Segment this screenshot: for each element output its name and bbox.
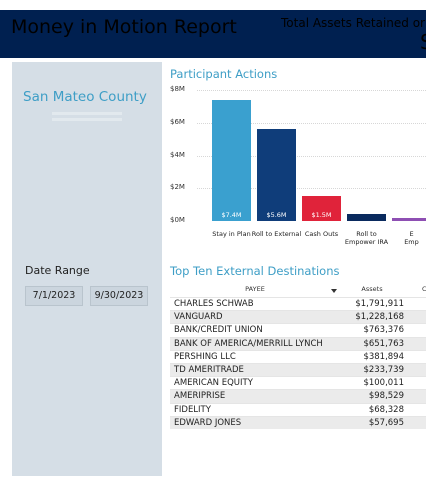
bar[interactable] [347,214,386,221]
total-assets-value: S [420,30,426,54]
bar[interactable]: $7.4M [212,99,251,221]
filter-panel: San Mateo County Date Range 7/1/2023 9/3… [12,62,162,476]
table-row[interactable]: VANGUARD $1,228,168 [170,310,426,324]
x-category-label: Roll to External [249,230,304,238]
x-category-label-line: Roll to [356,230,377,238]
gridline [197,122,426,124]
gridline [197,155,426,157]
bar-value-label: $1.5M [311,211,332,219]
report-header: Money in Motion Report Total Assets Reta… [0,10,426,58]
bar[interactable]: $1.5M [302,196,341,221]
y-tick-label: $2M [170,183,185,192]
participant-actions-title: Participant Actions [170,67,278,81]
county-subtitle-placeholder [52,109,122,121]
assets-cell: $100,011 [363,378,404,389]
assets-cell: $57,695 [368,417,404,428]
x-category-label-line: Emp [404,238,419,246]
bar-value-label: $7.4M [221,210,242,219]
payee-column-header[interactable]: PAYEE [245,285,265,293]
x-category-label-line: Stay in Plan [212,230,251,238]
assets-cell: $381,894 [363,351,404,362]
table-row[interactable]: EDWARD JONES $57,695 [170,415,426,429]
table-row[interactable]: AMERICAN EQUITY $100,011 [170,376,426,389]
x-category-label: Roll to Empower IRA [339,230,394,246]
payee-cell: PERSHING LLC [174,351,236,362]
table-row[interactable]: TD AMERITRADE $233,739 [170,362,426,377]
table-row[interactable]: FIDELITY $68,328 [170,402,426,416]
bar[interactable] [392,217,426,221]
report-title: Money in Motion Report [11,16,237,38]
assets-cell: $98,529 [368,391,404,402]
y-tick-label: $6M [170,117,185,126]
payee-cell: BANK/CREDIT UNION [174,325,263,336]
participant-actions-chart: $0M $2M $4M $6M $8M $7.4M Stay in Plan $5.6M Rol… [165,82,426,250]
x-category-label-line: Cash Outs [304,230,339,238]
destinations-title: Top Ten External Destinations [170,264,340,278]
table-row[interactable]: PERSHING LLC $381,894 [170,349,426,363]
payee-cell: CHARLES SCHWAB [174,299,254,309]
payee-cell: AMERIPRISE [174,391,226,402]
table-header: PAYEE Assets C [170,283,426,297]
total-assets-label: Total Assets Retained or A [281,16,426,30]
x-category-label-line: Roll to External [251,230,302,238]
y-tick-label: $8M [170,85,185,93]
gridline [197,90,426,91]
x-category-label-line: E [409,230,414,238]
assets-cell: $233,739 [363,364,404,375]
assets-column-header[interactable]: Assets [361,285,383,293]
table-row[interactable]: BANK/CREDIT UNION $763,376 [170,323,426,336]
end-date-input[interactable]: 9/30/2023 [90,286,148,306]
assets-cell: $68,328 [368,404,404,415]
payee-cell: EDWARD JONES [174,417,242,428]
sort-descending-icon[interactable] [331,289,337,293]
payee-cell: TD AMERITRADE [174,364,244,375]
third-column-header[interactable]: C [422,285,426,293]
x-category-label: Cash Outs [294,230,349,238]
date-range-label: Date Range [25,264,90,277]
y-tick-label: $0M [170,216,185,224]
assets-cell: $1,228,168 [355,312,404,323]
start-date-input[interactable]: 7/1/2023 [25,286,83,306]
payee-cell: AMERICAN EQUITY [174,378,253,389]
assets-cell: $763,376 [363,325,404,336]
gridline [197,188,426,190]
bar-value-label: $5.6M [266,210,287,219]
y-tick-label: $4M [170,150,185,159]
assets-cell: $651,763 [363,338,404,349]
table-row[interactable]: AMERIPRISE $98,529 [170,389,426,403]
table-row[interactable]: CHARLES SCHWAB $1,791,911 [170,297,426,310]
bar[interactable]: $5.6M [257,129,296,221]
payee-cell: FIDELITY [174,404,211,415]
x-category-label: E Emp [384,230,426,246]
payee-cell: BANK OF AMERICA/MERRILL LYNCH [174,338,323,349]
county-name: San Mateo County [23,89,147,105]
x-category-label-line: Empower IRA [344,238,389,246]
payee-cell: VANGUARD [174,312,223,323]
assets-cell: $1,791,911 [355,299,404,309]
table-body: CHARLES SCHWAB $1,791,911 VANGUARD $1,228,1… [170,297,426,429]
x-category-label: Stay in Plan [204,230,259,238]
destinations-table: PAYEE Assets C CHARLES SCHWAB $1,791,911 V… [170,283,426,429]
table-row[interactable]: BANK OF AMERICA/MERRILL LYNCH $651,763 [170,336,426,350]
